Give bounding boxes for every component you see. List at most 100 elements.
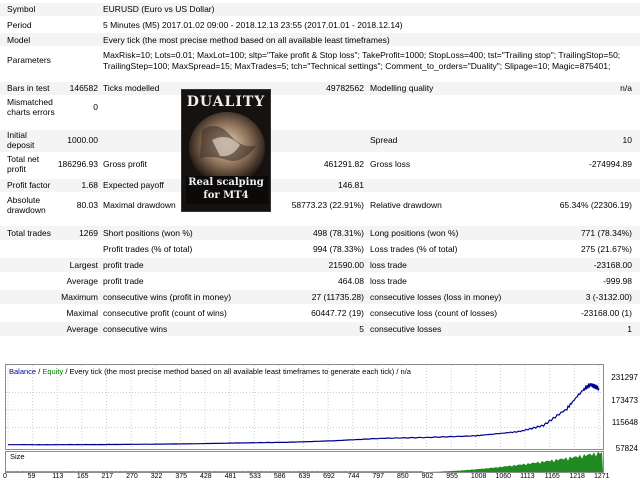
- grossloss-label: Gross loss: [370, 159, 411, 169]
- deposit-value: 1000.00: [67, 135, 98, 145]
- symbol-value: EURUSD (Euro vs US Dollar): [103, 4, 215, 14]
- xtick-label: 1113: [520, 473, 535, 480]
- grossprofit-value: 461291.82: [323, 159, 364, 169]
- balance-chart-svg: [6, 365, 603, 449]
- xtick-label: 639: [298, 473, 311, 480]
- xtick-label: 533: [249, 473, 261, 480]
- avg-profit-label: profit trade: [103, 276, 144, 286]
- avg-loss-value: -999.98: [603, 276, 632, 286]
- average2-label: Average: [66, 324, 98, 334]
- logo-subtitle-1: Real scalping: [188, 177, 264, 188]
- balance-legend: Balance: [9, 367, 37, 376]
- ticks-value: 49782562: [326, 83, 364, 93]
- xtick-label: 428: [200, 473, 212, 480]
- deposit-label-2: deposit: [7, 140, 35, 150]
- model-value: Every tick (the most precise method base…: [103, 35, 390, 45]
- size-histogram: [6, 452, 603, 472]
- duality-logo: DUALITY Real scalping for MT4: [181, 89, 271, 212]
- maximal-profit-value: 60447.72 (19): [311, 308, 364, 318]
- balance-chart: [5, 364, 604, 450]
- ytick-4: 57824: [615, 444, 638, 453]
- trades-label: Total trades: [7, 228, 51, 238]
- losstrades-label: Loss trades (% of total): [370, 244, 458, 254]
- maximal-loss-label: consecutive loss (count of losses): [370, 308, 498, 318]
- grossprofit-label: Gross profit: [103, 159, 147, 169]
- reldd-value: 65.34% (22306.19): [559, 200, 632, 210]
- max-losses-value: 3 (-3132.00): [585, 292, 632, 302]
- maximal-profit-label: consecutive profit (count of wins): [103, 308, 227, 318]
- expectedpayoff-label: Expected payoff: [103, 180, 164, 190]
- maxdd-value: 58773.23 (22.91%): [291, 200, 364, 210]
- xtick-label: 59: [27, 473, 36, 480]
- logo-title: DUALITY: [186, 94, 266, 110]
- avg-consec-losses-label: consecutive losses: [370, 324, 442, 334]
- profittrades-label: Profit trades (% of total): [103, 244, 193, 254]
- avg-consec-losses-value: 1: [627, 324, 632, 334]
- xtick-label: 322: [150, 473, 163, 480]
- spread-value: 10: [622, 135, 632, 145]
- absdd-label-1: Absolute: [7, 195, 41, 205]
- mismatch-label-2: charts errors: [7, 107, 55, 117]
- chart-quality: n/a: [400, 367, 411, 376]
- ticks-label: Ticks modelled: [103, 83, 160, 93]
- reldd-label: Relative drawdown: [370, 200, 442, 210]
- xtick-label: 217: [101, 473, 114, 480]
- mismatch-label-1: Mismatched: [7, 97, 53, 107]
- avg-loss-label: loss trade: [370, 276, 407, 286]
- avg-consec-wins-label: consecutive wins: [103, 324, 168, 334]
- xtick-label: 113: [52, 473, 64, 480]
- absdd-value: 80.03: [76, 200, 98, 210]
- netprofit-label-2: profit: [7, 164, 26, 174]
- xtick-label: 270: [126, 473, 138, 480]
- xtick-label: 165: [76, 473, 89, 480]
- xtick-label: 955: [446, 473, 458, 480]
- xtick-label: 692: [323, 473, 335, 480]
- xtick-label: 375: [175, 473, 188, 480]
- largest-profit-value: 21590.00: [328, 260, 364, 270]
- parameters-label: Parameters: [7, 55, 51, 65]
- netprofit-label-1: Total net: [7, 154, 40, 164]
- spread-label: Spread: [370, 135, 398, 145]
- equity-legend: Equity: [42, 367, 64, 376]
- netprofit-value: 186296.93: [57, 159, 98, 169]
- logo-artwork: [182, 90, 270, 211]
- max-wins-value: 27 (11735.28): [311, 292, 364, 302]
- expectedpayoff-value: 146.81: [338, 180, 364, 190]
- short-label: Short positions (won %): [103, 228, 193, 238]
- maximum-label: Maximum: [61, 292, 98, 302]
- short-value: 498 (78.31%): [312, 228, 364, 238]
- maxdd-label: Maximal drawdown: [103, 200, 176, 210]
- period-label: Period: [7, 20, 32, 30]
- ytick-1: 231297: [611, 373, 638, 382]
- max-wins-label: consecutive wins (profit in money): [103, 292, 232, 302]
- avg-profit-value: 464.08: [338, 276, 364, 286]
- profitfactor-value: 1.68: [81, 180, 98, 190]
- quality-label: Modelling quality: [370, 83, 434, 93]
- bars-value: 146582: [69, 83, 98, 93]
- mismatch-value: 0: [93, 102, 98, 112]
- xtick-label: 481: [224, 473, 237, 480]
- maximal-loss-value: -23168.00 (1): [580, 308, 632, 318]
- model-label: Model: [7, 35, 31, 45]
- period-value: 5 Minutes (M5) 2017.01.02 09:00 - 2018.1…: [103, 20, 403, 30]
- xtick-label: 797: [372, 473, 385, 480]
- ytick-3: 115648: [611, 418, 638, 427]
- balance-line: [8, 383, 600, 446]
- largest-profit-label: profit trade: [103, 260, 144, 270]
- grossloss-value: -274994.89: [588, 159, 632, 169]
- xtick-label: 1060: [495, 473, 512, 480]
- long-value: 771 (78.34%): [580, 228, 632, 238]
- symbol-label: Symbol: [7, 4, 36, 14]
- xtick-label: 744: [347, 473, 360, 480]
- xtick-label: 586: [273, 473, 286, 480]
- deposit-label-1: Initial: [7, 130, 27, 140]
- bars-label: Bars in test: [7, 83, 50, 93]
- xtick-label: 1165: [544, 473, 560, 480]
- average-label: Average: [66, 276, 98, 286]
- logo-subtitle-2: for MT4: [203, 190, 249, 201]
- size-label: Size: [10, 452, 25, 461]
- largest-loss-value: -23168.00: [593, 260, 632, 270]
- size-panel: Size: [5, 451, 604, 473]
- long-label: Long positions (won %): [370, 228, 459, 238]
- profittrades-value: 994 (78.33%): [312, 244, 364, 254]
